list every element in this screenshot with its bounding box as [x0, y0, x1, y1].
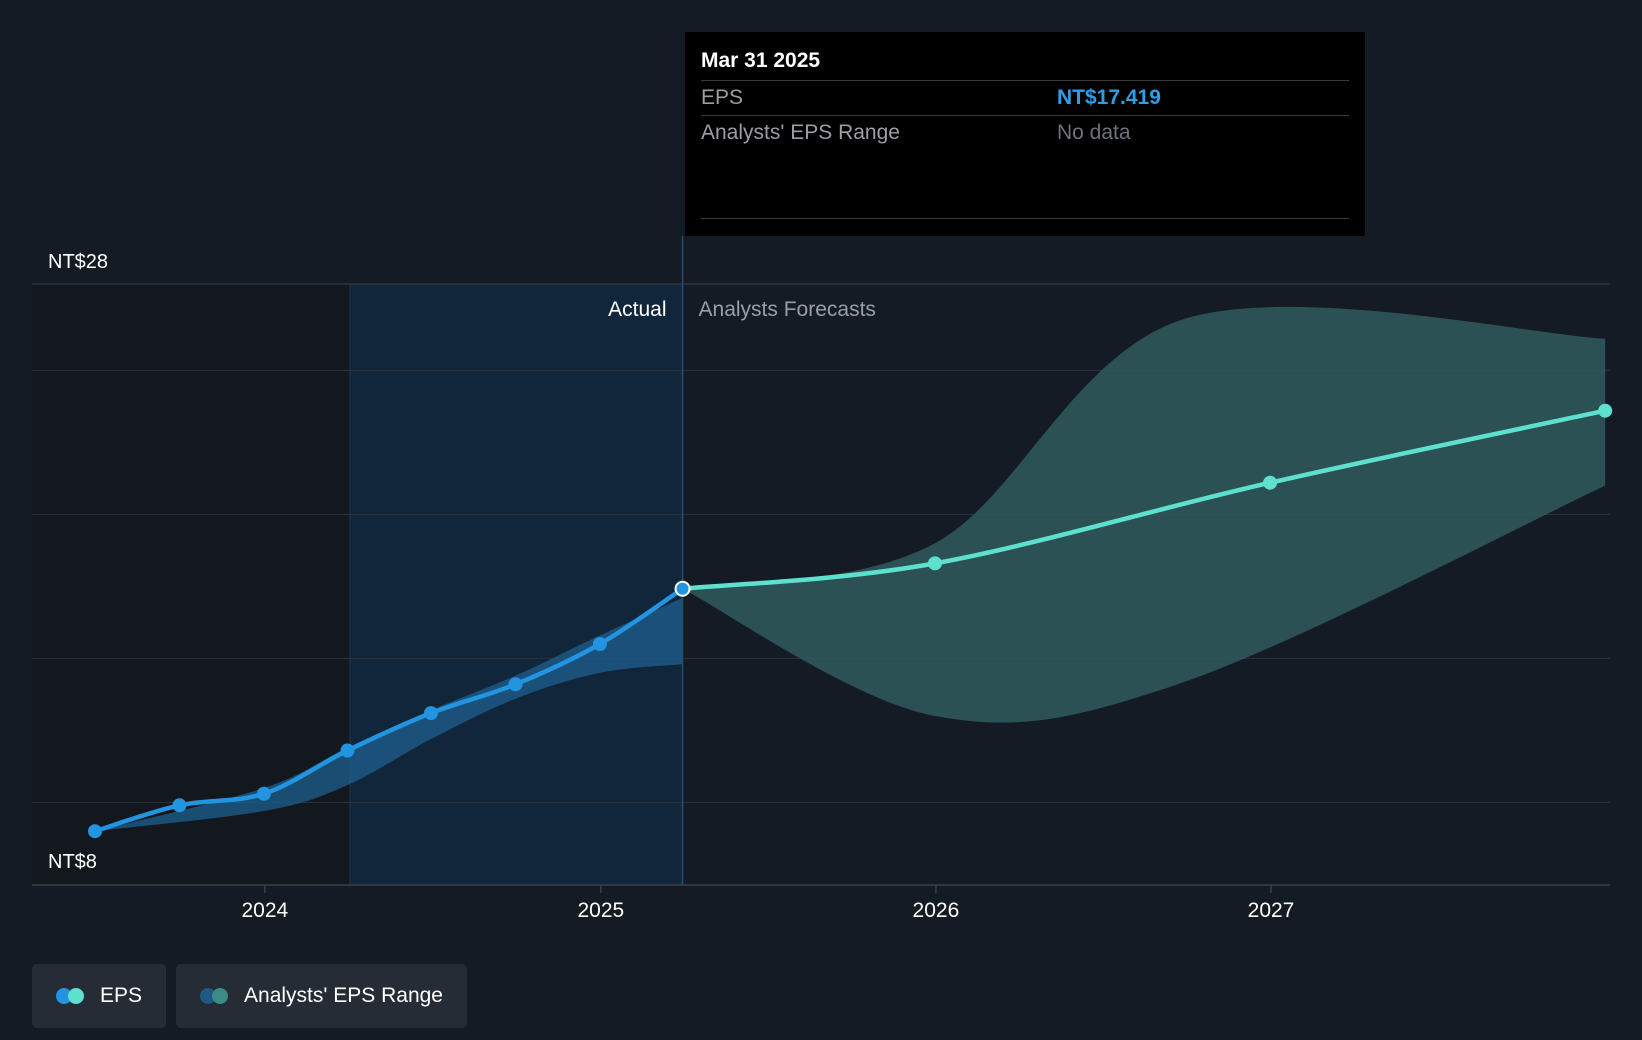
eps-line-actual	[92, 586, 685, 834]
tooltip-eps-label: EPS	[701, 86, 744, 109]
tooltip-range-label: Analysts' EPS Range	[701, 121, 900, 144]
eps-point-actual	[592, 637, 607, 651]
forecast-region-label: Analysts Forecasts	[699, 298, 876, 321]
eps-point-actual	[424, 706, 438, 721]
tooltip-range-value: No data	[1057, 121, 1131, 144]
tooltip-eps-row: EPS NT$17.419	[701, 80, 1349, 115]
tooltip-divider	[701, 218, 1349, 219]
legend: EPS Analysts' EPS Range	[32, 964, 467, 1028]
eps-point-actual	[172, 798, 187, 813]
tooltip-range-row: Analysts' EPS Range No data	[701, 115, 1349, 150]
actual-period-shade	[350, 284, 683, 885]
eps-point-forecast	[1263, 475, 1278, 490]
eps-point-forecast	[1598, 403, 1613, 418]
x-axis-tick-label: 2025	[577, 899, 624, 922]
eps-line-forecast	[680, 408, 1608, 591]
x-axis-tick-label: 2024	[241, 899, 288, 922]
actual-region-label: Actual	[608, 298, 666, 321]
tooltip: Mar 31 2025 EPS NT$17.419 Analysts' EPS …	[685, 32, 1365, 236]
highlight-point	[676, 582, 689, 595]
legend-eps-label: EPS	[100, 984, 143, 1007]
y-axis-max-label: NT$28	[48, 251, 108, 273]
eps-point-actual	[508, 677, 523, 692]
legend-eps-swatch	[56, 988, 86, 1004]
x-axis-tick-label: 2026	[913, 899, 960, 922]
y-axis-min-label: NT$8	[48, 851, 97, 873]
eps-point-forecast	[928, 556, 942, 571]
legend-range-swatch	[200, 988, 230, 1004]
tooltip-date: Mar 31 2025	[701, 49, 821, 72]
legend-eps-dot-forecast	[68, 988, 84, 1004]
tooltip-eps-value: NT$17.419	[1057, 86, 1161, 109]
eps-point-actual	[340, 743, 355, 758]
x-axis-tick-label: 2027	[1248, 899, 1295, 922]
legend-item-eps-range[interactable]: Analysts' EPS Range	[176, 964, 467, 1028]
legend-item-eps[interactable]: EPS	[32, 964, 167, 1028]
eps-point-actual	[256, 786, 271, 801]
eps-point-actual	[88, 824, 102, 839]
legend-range-label: Analysts' EPS Range	[244, 984, 443, 1007]
legend-range-dot-forecast	[212, 988, 229, 1004]
